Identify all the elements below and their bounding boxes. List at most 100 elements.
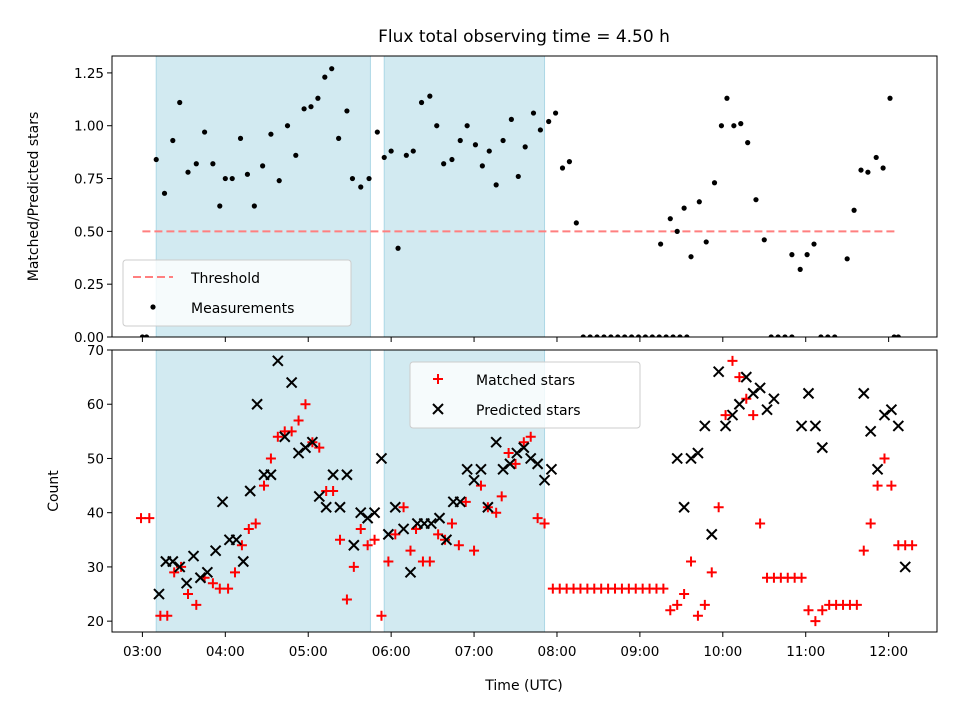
measurement-point: [552, 110, 559, 116]
measurement-point: [229, 175, 235, 182]
predicted-point: [327, 469, 339, 481]
predicted-point: [237, 555, 249, 568]
predicted-point: [795, 420, 808, 432]
measurement-point: [573, 220, 579, 226]
y-axis-label: Count: [46, 470, 62, 512]
matched-point: [872, 480, 883, 491]
measurement-point: [177, 99, 183, 106]
measurement-point: [718, 123, 725, 129]
matched-point: [223, 583, 234, 594]
measurement-point: [622, 334, 628, 337]
matched-point: [191, 599, 202, 610]
x-tick-label: 05:00: [289, 644, 328, 660]
x-tick-label: 11:00: [786, 644, 825, 660]
matched-point: [851, 599, 862, 610]
predicted-point: [871, 463, 884, 476]
measurement-point: [832, 334, 838, 337]
measurement-point: [161, 190, 168, 196]
matched-point: [679, 589, 690, 600]
matched-point: [169, 567, 180, 578]
measurement-point: [349, 175, 356, 182]
matched-point: [424, 556, 435, 567]
matched-point: [250, 518, 261, 529]
matched-point: [335, 534, 346, 545]
predicted-point: [272, 355, 284, 367]
matched-point: [341, 594, 352, 605]
measurement-point: [635, 334, 642, 337]
x-tick-label: 10:00: [703, 644, 742, 660]
measurement-point: [374, 129, 380, 135]
measurement-point: [217, 203, 223, 209]
predicted-point: [404, 566, 417, 579]
matched-point: [229, 567, 240, 578]
matched-point: [286, 426, 297, 437]
matched-point: [293, 415, 304, 426]
measurement-point: [745, 140, 751, 146]
predicted-point: [461, 463, 473, 476]
measurement-point: [222, 175, 228, 182]
legend-predicted-swatch: [432, 403, 444, 415]
measurement-point: [696, 199, 702, 205]
measurement-point: [293, 152, 299, 158]
matched-point: [376, 610, 387, 621]
measurement-point: [587, 334, 593, 337]
matched-point: [706, 567, 717, 578]
measurement-point: [858, 167, 864, 173]
matched-point: [518, 437, 529, 448]
legend-box: [122, 259, 352, 327]
measurement-point: [381, 154, 387, 161]
predicted-point: [864, 425, 877, 438]
measurement-point: [153, 156, 159, 163]
predicted-point: [244, 485, 256, 497]
measurement-point: [844, 256, 850, 262]
x-tick-label: 07:00: [455, 644, 494, 660]
predicted-point: [209, 544, 222, 557]
measurement-point: [559, 165, 566, 171]
chart-title: Flux total observing time = 4.50 h: [378, 27, 670, 47]
predicted-point: [320, 501, 332, 513]
predicted-point: [397, 523, 410, 535]
measurement-point: [887, 95, 893, 101]
predicted-point: [768, 393, 780, 405]
predicted-point: [754, 382, 766, 394]
y-tick-label: 1.25: [74, 66, 104, 82]
measurement-point: [441, 161, 447, 167]
x-tick-label: 12:00: [869, 644, 908, 660]
matched-point: [699, 599, 710, 610]
predicted-point: [802, 387, 815, 400]
matched-point: [713, 502, 724, 513]
measurement-point: [601, 334, 607, 337]
measurement-point: [684, 334, 690, 337]
matched-point: [398, 502, 409, 513]
series-measurements: [139, 66, 901, 337]
matched-point: [405, 545, 416, 556]
matched-point: [265, 453, 276, 464]
measurement-point: [185, 169, 191, 175]
plot-area: [139, 56, 901, 337]
predicted-point: [511, 447, 523, 459]
matched-point: [658, 583, 669, 594]
predicted-point: [355, 506, 367, 519]
measurement-point: [775, 334, 781, 337]
y-tick-label: 1.00: [74, 119, 104, 135]
measurement-point: [322, 74, 328, 80]
predicted-point: [482, 501, 494, 513]
measurement-point: [366, 175, 372, 182]
y-tick-label: 40: [87, 506, 104, 522]
measurement-point: [537, 127, 543, 133]
measurement-point: [210, 161, 216, 167]
predicted-point: [525, 452, 537, 465]
matched-point: [692, 610, 703, 621]
measurement-point: [670, 334, 676, 337]
matched-point: [817, 605, 828, 616]
matched-point: [803, 605, 814, 616]
measurement-point: [738, 121, 744, 127]
measurement-point: [546, 118, 552, 125]
predicted-point: [858, 387, 870, 400]
predicted-point: [706, 528, 718, 541]
predicted-point: [712, 365, 725, 378]
matched-point: [272, 431, 283, 442]
measurement-point: [677, 334, 683, 337]
measurement-point: [308, 104, 314, 110]
